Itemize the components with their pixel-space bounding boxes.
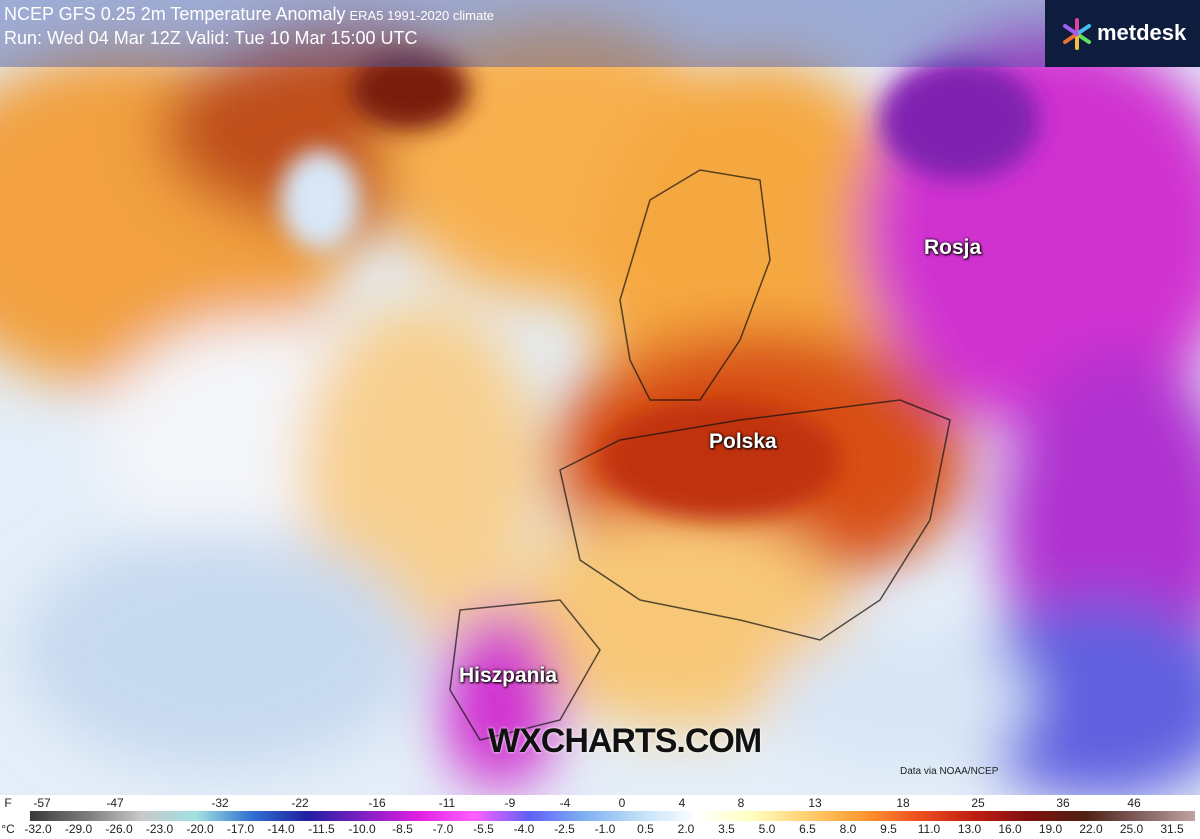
celsius-label: -1.0: [594, 822, 616, 836]
fahrenheit-label: -22: [291, 796, 309, 810]
fahrenheit-label: 25: [971, 796, 985, 810]
fahrenheit-label: -16: [368, 796, 386, 810]
celsius-label: 11.0: [917, 822, 941, 836]
fahrenheit-label: -57: [33, 796, 51, 810]
celsius-label: -17.0: [226, 822, 255, 836]
region-label: Rosja: [924, 236, 982, 259]
fahrenheit-label: 13: [808, 796, 822, 810]
fahrenheit-label: -11: [438, 796, 456, 810]
celsius-label: 13.0: [957, 822, 982, 836]
celsius-label: -7.0: [432, 822, 454, 836]
region-label: Polska: [709, 430, 777, 453]
unit-label: F: [4, 796, 12, 810]
celsius-label: -26.0: [105, 822, 133, 836]
logo-text: metdesk: [1097, 20, 1187, 45]
region-label: Hiszpania: [459, 664, 558, 687]
celsius-label: 6.5: [799, 822, 816, 836]
color-scale: [30, 811, 1195, 821]
fahrenheit-label: 0: [618, 796, 626, 810]
title: NCEP GFS 0.25 2m Temperature Anomaly ERA5…: [4, 4, 494, 25]
fahrenheit-label: -4: [559, 796, 571, 810]
legend: F °C -57 -47 -32 -22 -16 -11 -9 -4 0 4 8 13 18 25 36 46…: [0, 795, 1200, 839]
celsius-label: 8.0: [839, 822, 857, 836]
run-info: Run: Wed 04 Mar 12Z Valid: Tue 10 Mar 15…: [4, 28, 418, 48]
fahrenheit-label: 46: [1127, 796, 1141, 810]
celsius-label: -4.0: [513, 822, 535, 836]
fahrenheit-label: 36: [1056, 796, 1070, 810]
celsius-label: -11.5: [308, 822, 335, 836]
unit-label: °C: [1, 822, 15, 836]
celsius-label: -10.0: [348, 822, 376, 836]
fahrenheit-label: -32: [211, 796, 229, 810]
celsius-label: 22.0: [1079, 822, 1103, 836]
coastline: [449, 169, 951, 741]
credit: Data via NOAA/NCEP: [900, 766, 999, 777]
celsius-label: -8.5: [392, 822, 413, 836]
celsius-label: -29.0: [64, 822, 93, 836]
climate-note: ERA5 1991-2020 climate: [349, 8, 495, 23]
celsius-label: -32.0: [24, 822, 52, 836]
logo-icon: [1063, 18, 1091, 50]
fahrenheit-label: 8: [737, 796, 745, 810]
celsius-label: 9.5: [880, 822, 897, 836]
fahrenheit-label: 4: [678, 796, 686, 810]
celsius-label: -5.5: [473, 822, 494, 836]
header-bar: NCEP GFS 0.25 2m Temperature Anomaly ERA5…: [0, 0, 1200, 67]
watermark: WXCHARTS.COM: [488, 722, 762, 760]
celsius-label: 19.0: [1038, 822, 1063, 836]
title-text: NCEP GFS 0.25 2m Temperature Anomaly: [4, 4, 346, 24]
celsius-label: -23.0: [145, 822, 174, 836]
celsius-label: 0.5: [637, 822, 654, 836]
celsius-label: 5.0: [758, 822, 776, 836]
logo: metdesk: [1045, 0, 1200, 67]
temperature-map: [0, 20, 1200, 795]
celsius-label: 16.0: [998, 822, 1022, 836]
fahrenheit-label: -47: [106, 796, 124, 810]
celsius-label: 25.0: [1119, 822, 1144, 836]
fahrenheit-label: -9: [504, 796, 516, 810]
fahrenheit-label: 18: [896, 796, 910, 810]
celsius-label: 2.0: [677, 822, 695, 836]
celsius-label: -14.0: [267, 822, 295, 836]
celsius-label: -20.0: [186, 822, 214, 836]
celsius-label: 31.5: [1160, 822, 1184, 836]
celsius-label: -2.5: [554, 822, 575, 836]
celsius-label: 3.5: [718, 822, 735, 836]
